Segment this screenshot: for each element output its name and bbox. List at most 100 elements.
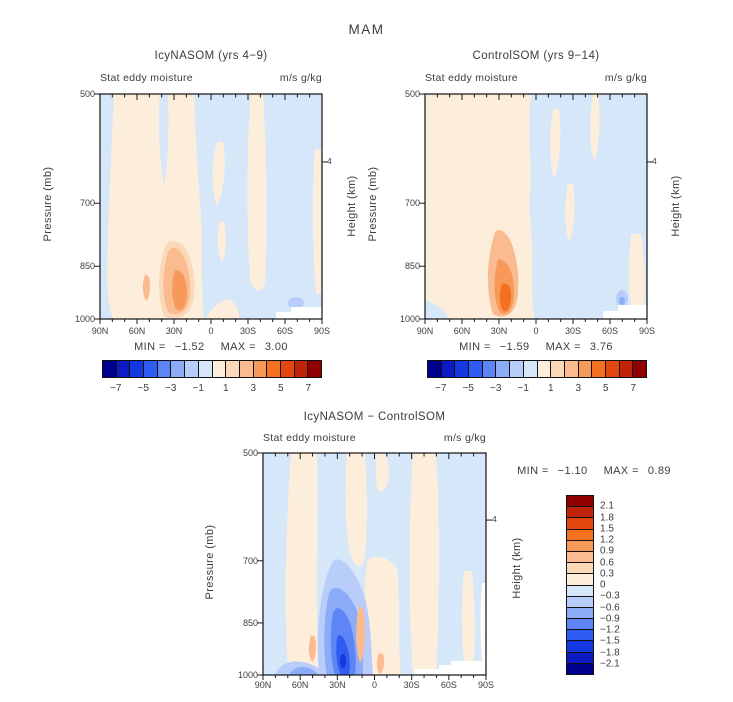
colorbar-tick-label: 3	[250, 383, 257, 394]
pressure-tick-label: 1000	[399, 314, 420, 324]
colorbar-segment	[567, 496, 593, 508]
colorbar-segment	[267, 361, 281, 377]
panel-subtitle: Stat eddy moisture	[100, 72, 193, 84]
colorbar-segment	[567, 529, 593, 541]
contour-fill	[461, 571, 475, 668]
max-label: MAX =	[603, 465, 639, 477]
panel-subtitle: Stat eddy moisture	[425, 72, 518, 84]
colorbar-tick-label: −1	[517, 383, 529, 394]
colorbar-segment	[567, 540, 593, 552]
contour-fill	[376, 653, 384, 674]
colorbar-segment	[482, 361, 497, 377]
panel-title: ControlSOM (yrs 9−14)	[472, 50, 600, 62]
contour-fill	[499, 283, 511, 312]
colorbar-tick-label: 7	[305, 383, 312, 394]
contour-fill	[312, 149, 322, 294]
contour-fill	[425, 94, 535, 319]
colorbar-tick-label: −1.2	[600, 624, 620, 636]
height-axis-label: Height (km)	[511, 537, 523, 599]
colorbar-tick-label: 0.3	[600, 568, 614, 580]
height-tick-label: 4	[652, 156, 657, 166]
colorbar-segment	[441, 361, 456, 377]
pressure-axis-label: Pressure (mb)	[367, 166, 379, 242]
colorbar-segment	[496, 361, 511, 377]
max-label: MAX =	[545, 341, 581, 353]
colorbar-segment	[103, 361, 117, 377]
colorbar-tick-label: 5	[602, 383, 609, 394]
minmax-readout: MIN = −1.10 MAX = 0.89	[496, 465, 692, 477]
terrain-cutout	[415, 661, 486, 675]
minmax-readout: MIN = −1.52 MAX = 3.00	[100, 341, 322, 353]
colorbar-segment	[551, 361, 565, 377]
colorbar-segment	[294, 361, 309, 377]
plot-frame	[99, 93, 323, 320]
contour-plot-controlsom	[419, 93, 653, 324]
contour-fill	[565, 184, 575, 242]
colorbar-tick-label: 0.9	[600, 545, 614, 557]
colorbar-segment	[567, 641, 593, 653]
colorbar-segment	[130, 361, 145, 377]
pressure-tick-label: 700	[404, 198, 420, 209]
height-axis-label: Height (km)	[670, 175, 682, 237]
latitude-tick-labels: 90N 60N 30N 0 30S 60S 90S	[417, 326, 655, 338]
colorbar-segment	[239, 361, 254, 377]
colorbar-segment	[469, 361, 483, 377]
pressure-tick-label: 500	[242, 448, 258, 458]
colorbar-segment	[212, 361, 227, 377]
pressure-tick-label: 500	[404, 89, 420, 99]
pressure-tick-label: 700	[79, 198, 95, 209]
colorbar-segment	[144, 361, 158, 377]
max-value: 3.00	[264, 341, 288, 353]
x-tick-label: 30S	[403, 680, 420, 690]
colorbar-segment	[567, 585, 593, 597]
colorbar-segment	[578, 361, 593, 377]
height-tick-label: 4	[327, 156, 332, 166]
height-axis-label: Height (km)	[346, 175, 358, 237]
colorbar-tick-label: 3	[575, 383, 582, 394]
colorbar-tick-label: −1	[192, 383, 204, 394]
min-label: MIN =	[459, 341, 491, 353]
colorbar-tick-label: 1.8	[600, 512, 614, 523]
colorbar-segment	[116, 361, 131, 377]
terrain-cutout	[603, 305, 647, 319]
x-tick-label: 90S	[313, 326, 331, 336]
colorbar-tick-label: −7	[435, 383, 447, 394]
colorbar-tick-label: 0.6	[600, 557, 614, 568]
colorbar-tick-label: −1.5	[600, 635, 620, 647]
contour-fill	[340, 654, 346, 668]
colorbar-segment	[171, 361, 186, 377]
colorbar-segment	[567, 518, 593, 530]
panel-units-label: m/s g/kg	[443, 432, 486, 444]
x-tick-label: 0	[371, 680, 378, 690]
colorbar-segment	[592, 361, 606, 377]
pressure-tick-label: 700	[242, 555, 258, 566]
colorbar-segment	[157, 361, 172, 377]
x-tick-label: 60S	[276, 326, 294, 336]
colorbar-tick-labels: −7 −5 −3 −1 1 3 5 7	[102, 383, 322, 395]
colorbar-tick-label: 7	[630, 383, 637, 394]
colorbar-vertical	[566, 495, 594, 675]
pressure-tick-label: 850	[404, 261, 420, 272]
height-tick-label: 4	[492, 514, 497, 524]
colorbar-segment	[567, 551, 593, 564]
colorbar-tick-label: −7	[110, 383, 122, 394]
colorbar-segment	[455, 361, 470, 377]
axis-ticks	[94, 93, 328, 324]
x-tick-label: 90S	[477, 680, 495, 690]
colorbar-segment	[567, 596, 593, 608]
contour-fill	[364, 556, 401, 675]
x-tick-label: 90N	[91, 326, 109, 336]
contour-plot-icynasom	[94, 93, 328, 324]
colorbar-segment	[308, 361, 321, 377]
contour-fill	[345, 453, 367, 567]
terrain-cutout	[276, 307, 322, 319]
pressure-tick-label: 1000	[237, 670, 258, 680]
x-tick-label: 30N	[165, 326, 183, 336]
contour-fill	[206, 299, 240, 319]
contour-fill	[550, 109, 561, 179]
contour-fill	[285, 453, 319, 675]
x-tick-label: 60N	[128, 326, 146, 336]
max-value: 3.76	[589, 341, 613, 353]
colorbar-segment	[605, 361, 620, 377]
